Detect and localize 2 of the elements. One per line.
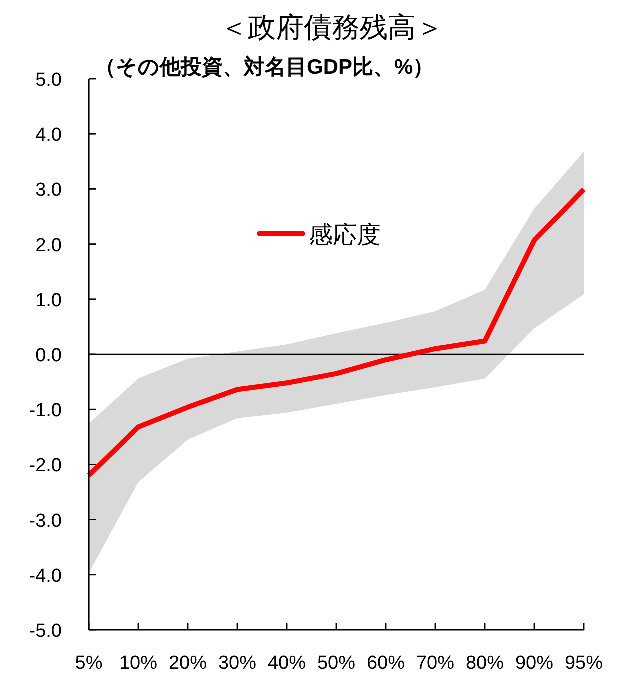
title: ＜政府債務残高＞ <box>220 13 444 44</box>
ylabel: （その他投資、対名目GDP比、%） <box>95 56 434 79</box>
